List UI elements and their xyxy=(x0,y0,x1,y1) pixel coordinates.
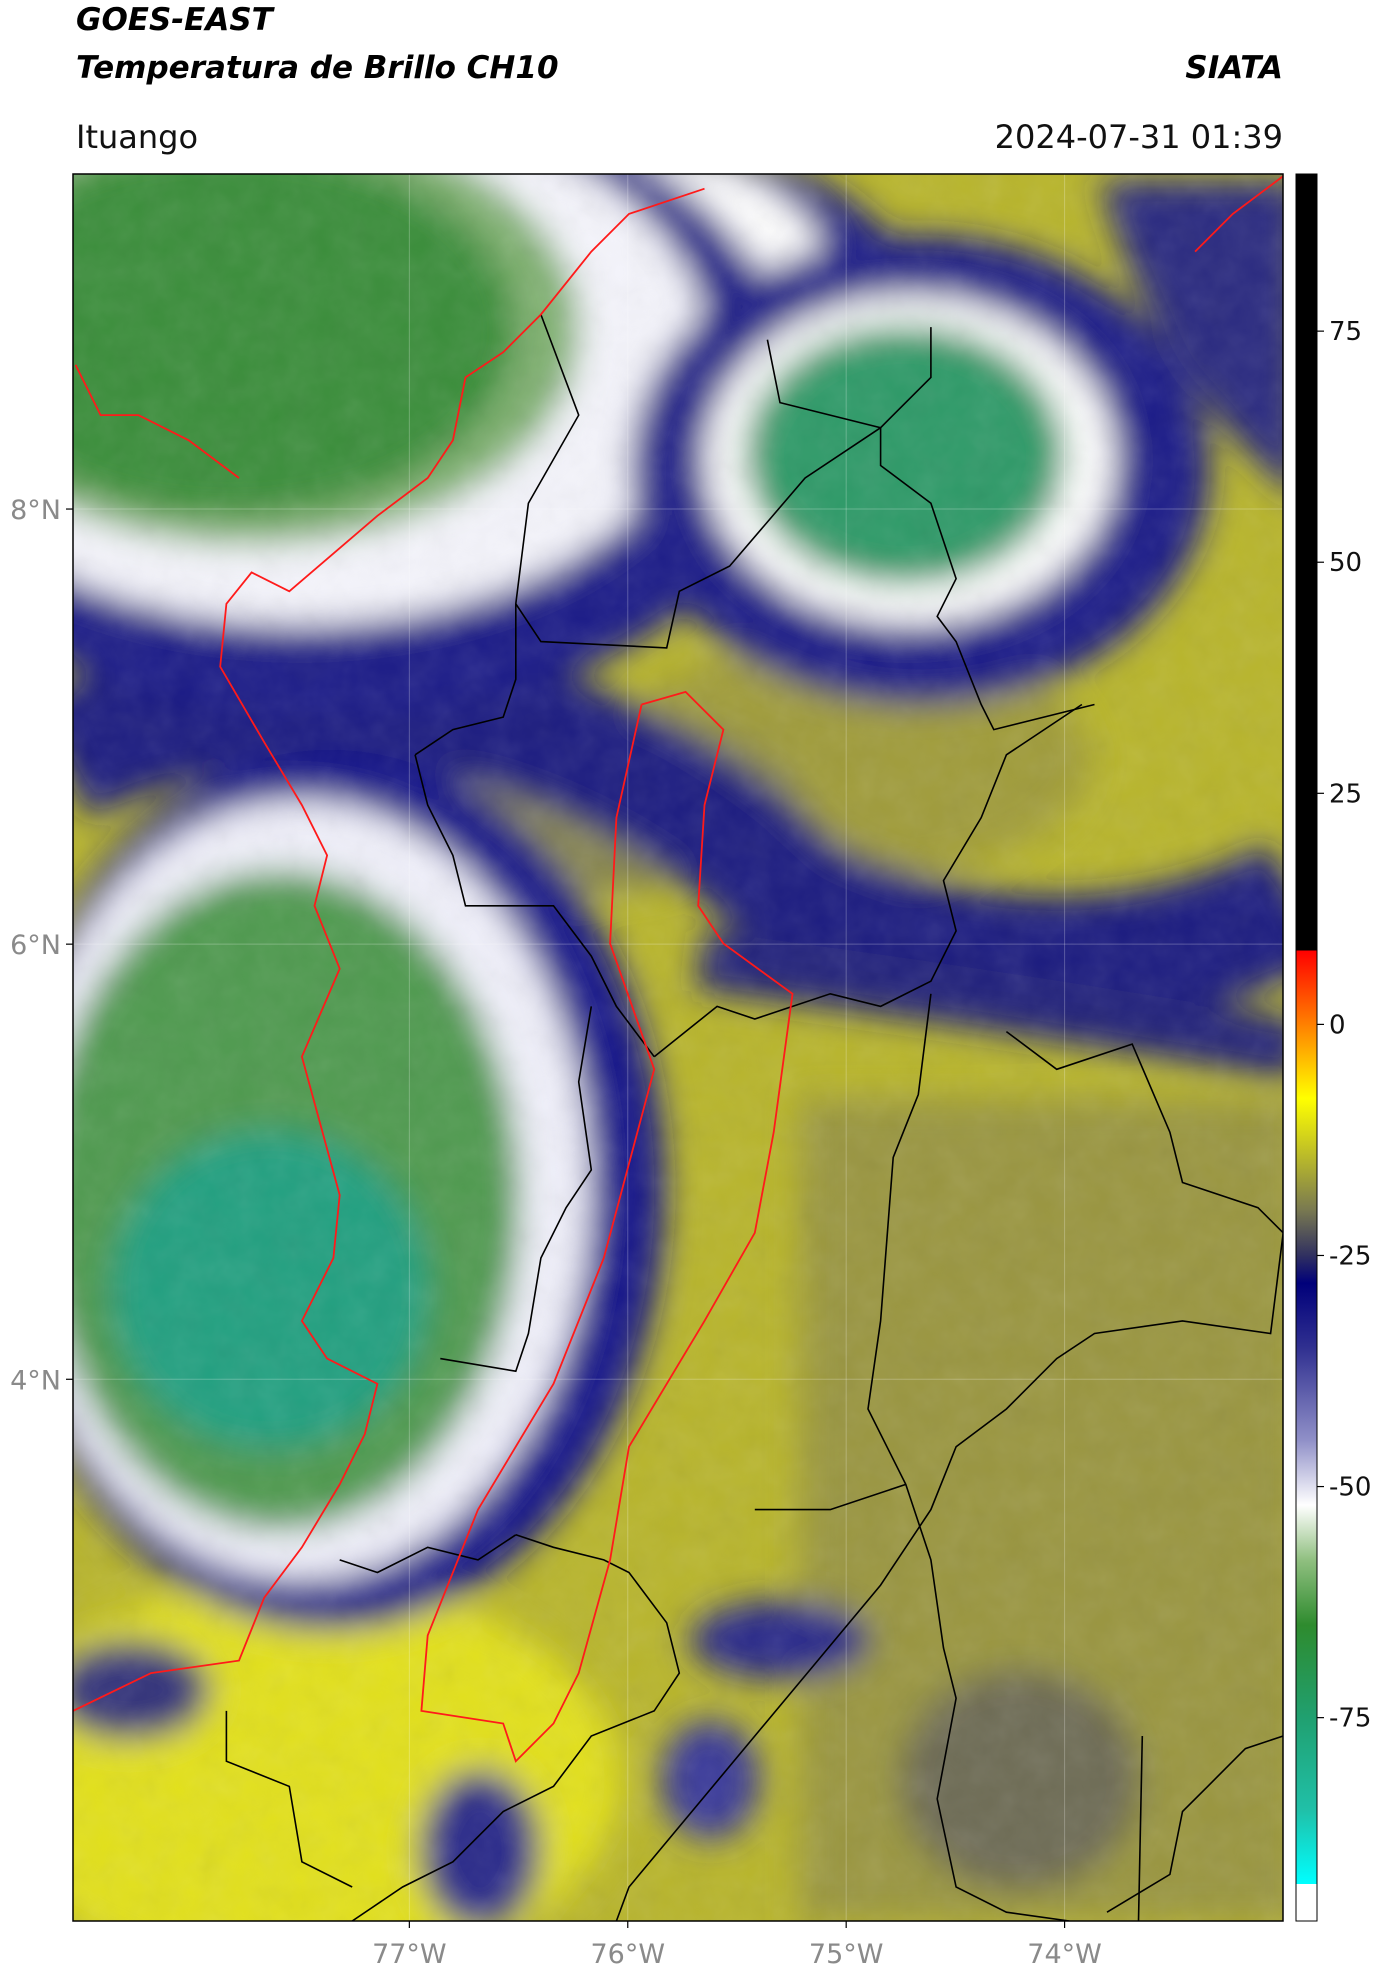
map-image xyxy=(73,174,1283,1921)
y-tick-label: 4°N xyxy=(10,1365,61,1396)
borders xyxy=(73,175,1283,1921)
admin-border xyxy=(339,1534,517,1574)
map-frame xyxy=(72,173,1284,1922)
colorbar-tick-label: 25 xyxy=(1329,779,1362,809)
admin-border xyxy=(414,754,655,1058)
colorbar-tick-label: -25 xyxy=(1329,1241,1371,1271)
datetime: 2024-07-31 01:39 xyxy=(995,118,1283,156)
location: Ituango xyxy=(76,118,198,156)
admin-border xyxy=(754,1483,907,1511)
colorbar-bar xyxy=(1295,173,1318,1922)
colorbar-tick-label: 75 xyxy=(1329,317,1362,347)
x-tick-label: 74°W xyxy=(1027,1939,1102,1970)
x-tick-label: 77°W xyxy=(372,1939,447,1970)
admin-border xyxy=(615,1030,1283,1921)
source: SIATA xyxy=(1185,50,1283,86)
colorbar: -75 -50 -25 0 25 50 75 xyxy=(1295,173,1371,1922)
subtitle: Temperatura de Brillo CH10 xyxy=(76,50,559,86)
colorbar-tick-label: -50 xyxy=(1329,1473,1371,1503)
admin-border xyxy=(1106,1735,1283,1913)
x-tick-label: 76°W xyxy=(590,1939,665,1970)
y-tick-label: 8°N xyxy=(10,495,61,526)
colorbar-tick-label: 50 xyxy=(1329,548,1362,578)
coastline xyxy=(73,187,705,1712)
grid xyxy=(73,174,1283,1921)
x-tick-label: 75°W xyxy=(809,1939,884,1970)
y-tick-label: 6°N xyxy=(10,930,61,961)
admin-border xyxy=(514,314,932,649)
admin-border xyxy=(766,339,1095,731)
coastline xyxy=(74,364,240,479)
admin-border xyxy=(1137,1735,1144,1921)
admin-border xyxy=(351,1534,681,1921)
coastline xyxy=(1194,175,1283,253)
admin-border xyxy=(867,993,1070,1921)
title: GOES-EAST xyxy=(76,2,276,38)
admin-border xyxy=(440,1006,593,1373)
admin-border xyxy=(792,703,1083,1008)
colorbar-tick-label: -75 xyxy=(1329,1704,1371,1734)
region-outline xyxy=(420,690,794,1763)
admin-border xyxy=(414,603,517,756)
admin-border xyxy=(653,1005,793,1058)
colorbar-tick-label: 0 xyxy=(1329,1010,1346,1040)
axes: 77°W 76°W 75°W 74°W 4°N 6°N 8°N xyxy=(10,495,1102,1970)
admin-border xyxy=(225,1710,353,1888)
